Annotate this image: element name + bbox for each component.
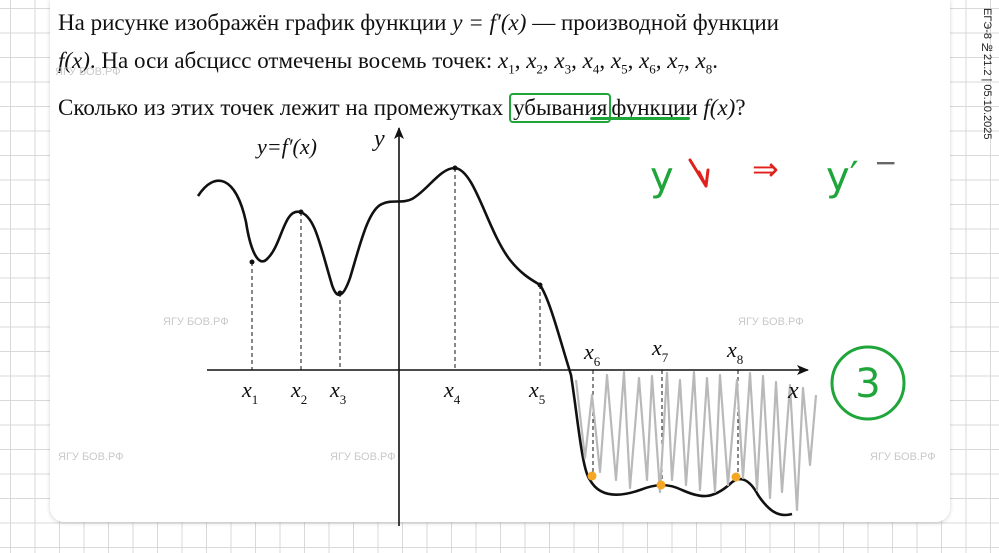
point-label-x3: x3	[329, 377, 346, 407]
problem-line-2: f(x). На оси абсцисс отмечены восемь точ…	[58, 48, 718, 77]
highlight-underline	[590, 117, 690, 120]
point-5-ref: x5	[610, 48, 628, 77]
svg-text:ЯГУ БОВ.РФ: ЯГУ БОВ.РФ	[738, 316, 804, 328]
curve-points	[249, 165, 543, 296]
handwritten-notes: y ⇒ y′ −	[650, 146, 897, 200]
problem-text-3: Сколько из этих точек лежит на промежутк…	[58, 94, 510, 120]
svg-text:ЯГУ БОВ.РФ: ЯГУ БОВ.РФ	[870, 451, 936, 463]
problem-text-1b: — производной функции	[526, 10, 779, 35]
point-label-x6: x6	[583, 339, 601, 369]
point-label-x7: x7	[651, 335, 669, 365]
function-label: y=f′(x)	[255, 134, 317, 159]
point-1-ref: x1	[497, 48, 515, 77]
watermarks: ЯГУ БОВ.РФ ЯГУ БОВ.РФ ЯГУ БОВ.РФ ЯГУ БОВ…	[55, 66, 936, 463]
point-4-ref: x4	[582, 48, 600, 77]
shaded-negative-region	[574, 370, 818, 512]
note-yprime: y′	[826, 154, 859, 200]
sidebar-label: ЕГЭ-8 №21.2 | 05.10.2025	[981, 8, 993, 140]
point-label-x5: x5	[528, 377, 545, 407]
point-label-x1: x1	[241, 377, 258, 407]
point-label-x2: x2	[290, 377, 307, 407]
svg-text:ЯГУ БОВ.РФ: ЯГУ БОВ.РФ	[58, 451, 124, 463]
point-2-ref: x2	[526, 48, 543, 77]
question-mark: ?	[735, 94, 746, 120]
highlighted-points	[587, 471, 741, 490]
problem-text-1: На рисунке изображён график функции	[58, 10, 453, 35]
svg-text:ЯГУ БОВ.РФ: ЯГУ БОВ.РФ	[330, 451, 396, 463]
problem-line-3: Сколько из этих точек лежит на промежутк…	[58, 89, 943, 127]
implies-arrow-icon: ⇒	[752, 150, 779, 188]
down-arrow-icon	[688, 158, 710, 188]
point-7-ref: x7	[667, 48, 685, 77]
problem-statement: На рисунке изображён график функции y = …	[58, 4, 943, 127]
point-label-x8: x8	[726, 337, 743, 367]
note-minus: −	[874, 146, 897, 179]
formula-derivative: y = f′(x)	[452, 10, 527, 35]
highlighted-word-decreasing: убывания	[509, 92, 612, 123]
point-6-ref: x6	[639, 48, 656, 77]
point-label-x4: x4	[443, 377, 461, 407]
derivative-curve	[196, 166, 793, 517]
dashed-guides	[251, 168, 739, 485]
note-y: y	[650, 154, 674, 200]
problem-text-2: . На оси абсцисс отмечены восемь точек:	[89, 48, 498, 73]
x-axis-label: x	[787, 378, 799, 404]
y-axis-label: y	[372, 126, 385, 152]
problem-line-1: На рисунке изображён график функции y = …	[58, 4, 943, 42]
svg-text:ЯГУ БОВ.РФ: ЯГУ БОВ.РФ	[55, 66, 121, 78]
answer-value: 3	[855, 361, 880, 407]
svg-text:ЯГУ БОВ.РФ: ЯГУ БОВ.РФ	[163, 316, 229, 328]
problem-text-3b: функции	[611, 94, 704, 120]
point-8-ref: x8	[695, 48, 713, 77]
formula-function-2: f(x)	[703, 94, 736, 120]
point-3-ref: x3	[554, 48, 572, 77]
answer-badge: 3	[830, 345, 906, 421]
formula-function: f(x)	[58, 48, 90, 73]
